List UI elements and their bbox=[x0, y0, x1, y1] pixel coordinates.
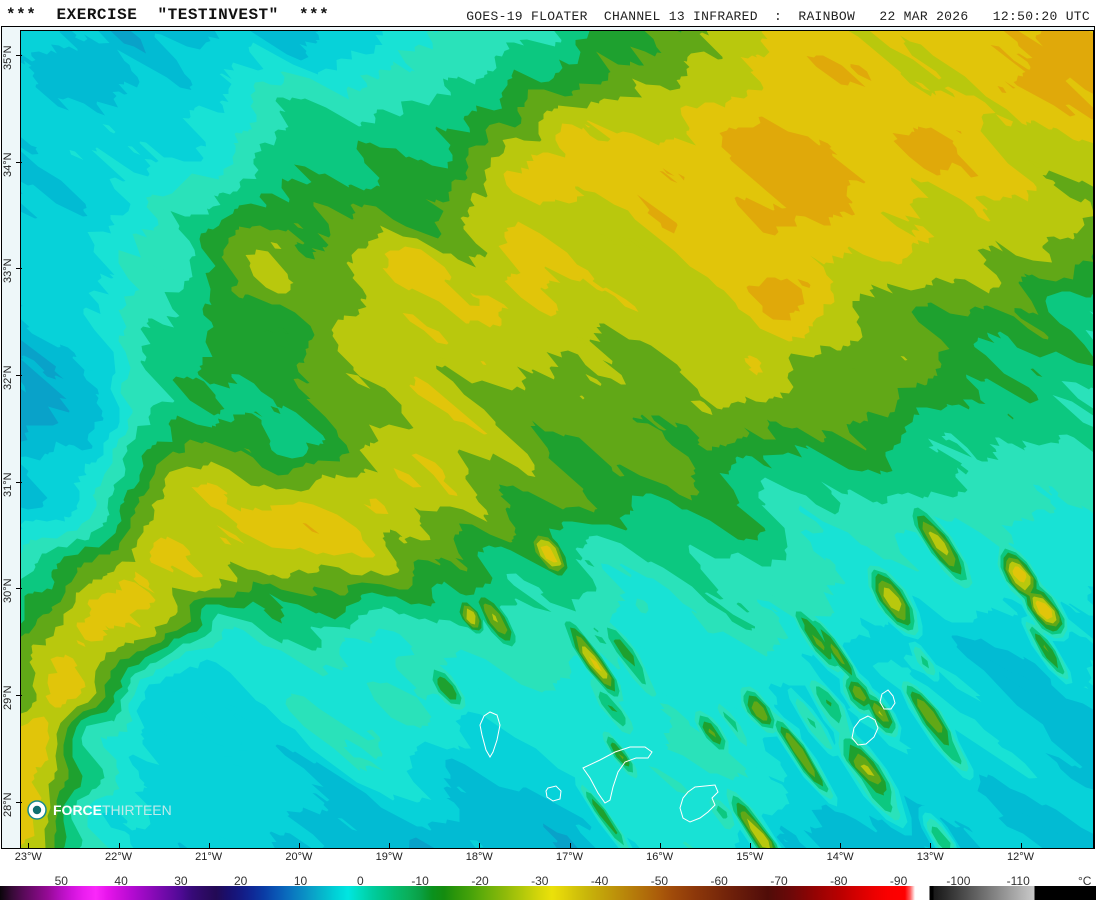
svg-text:FORCETHIRTEEN: FORCETHIRTEEN bbox=[53, 802, 172, 818]
